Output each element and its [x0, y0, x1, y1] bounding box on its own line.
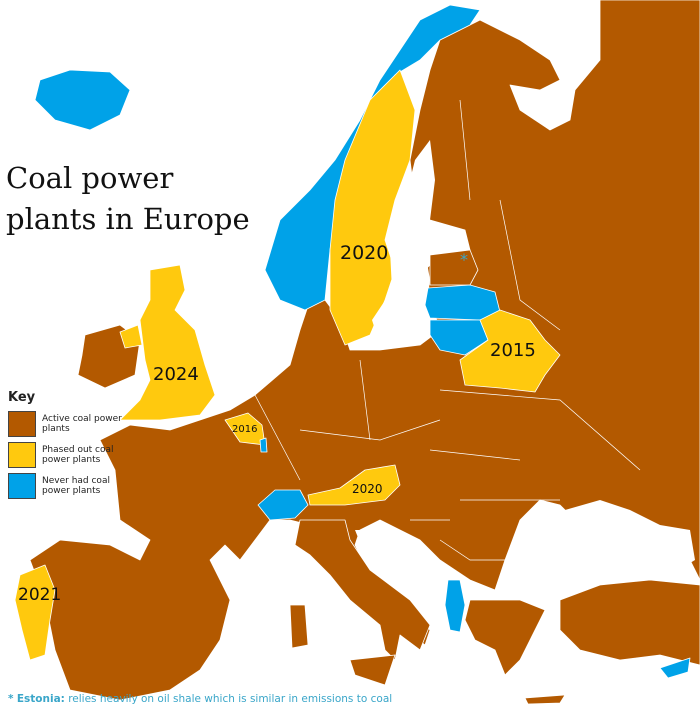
- region-never-switzerland: [257, 489, 309, 521]
- legend-swatch-phased-out: [8, 442, 36, 468]
- title-line-2: plants in Europe: [6, 202, 250, 236]
- estonia-asterisk: *: [460, 250, 468, 269]
- legend-label: Never had coal power plants: [42, 476, 110, 496]
- region-phased-portugal: [14, 564, 56, 661]
- footnote-marker: *: [8, 693, 14, 705]
- region-active-turkey: [559, 579, 700, 666]
- island-sardinia: [289, 604, 309, 649]
- legend-label: Active coal power plants: [42, 414, 122, 434]
- footnote-text: relies heavily on oil shale which is sim…: [68, 693, 393, 705]
- legend-item-phased-out: Phased out coal power plants: [8, 442, 122, 468]
- region-never-norway: [264, 4, 481, 311]
- label-belgium-year: 2016: [232, 424, 258, 435]
- region-never-luxembourg: [259, 437, 268, 453]
- legend-item-never: Never had coal power plants: [8, 473, 122, 499]
- region-never-albania: [444, 579, 466, 633]
- sea-black-sea: [560, 500, 695, 580]
- region-active-greece: [464, 599, 546, 676]
- country-borders: [254, 99, 641, 561]
- island-crete: [524, 694, 566, 705]
- label-belarus-year: 2015: [490, 340, 536, 361]
- legend-label: Phased out coal power plants: [42, 445, 114, 465]
- region-phased-northern-ireland: [119, 324, 143, 349]
- title-line-1: Coal power: [6, 161, 174, 195]
- legend-item-active: Active coal power plants: [8, 411, 122, 437]
- sea-baltic: [372, 250, 430, 345]
- region-active-mainland: [29, 0, 700, 701]
- region-active-estonia: [429, 249, 479, 286]
- region-never-latvia: [424, 284, 501, 321]
- region-phased-uk: [119, 264, 216, 421]
- region-never-iceland: [34, 69, 131, 131]
- legend: Key Active coal power plants Phased out …: [8, 390, 122, 504]
- legend-title: Key: [8, 390, 36, 405]
- region-phased-austria: [307, 464, 401, 506]
- map-title: Coal power plants in Europe: [6, 158, 250, 240]
- sea-adriatic: [355, 530, 440, 610]
- region-phased-belarus: [459, 309, 561, 393]
- region-active-italy: [294, 519, 431, 661]
- footnote: * Estonia: relies heavily on oil shale w…: [8, 692, 428, 706]
- sea-gulf-bothnia: [405, 140, 435, 245]
- region-never-cyprus: [659, 657, 691, 679]
- label-sweden-year: 2020: [340, 242, 389, 264]
- label-uk-year: 2024: [153, 364, 199, 385]
- footnote-country: Estonia:: [16, 693, 65, 705]
- region-phased-belgium: [224, 412, 266, 446]
- legend-swatch-never: [8, 473, 36, 499]
- island-sicily: [349, 654, 396, 686]
- label-portugal-year: 2021: [18, 585, 62, 605]
- label-austria-year: 2020: [352, 482, 383, 496]
- legend-swatch-active: [8, 411, 36, 437]
